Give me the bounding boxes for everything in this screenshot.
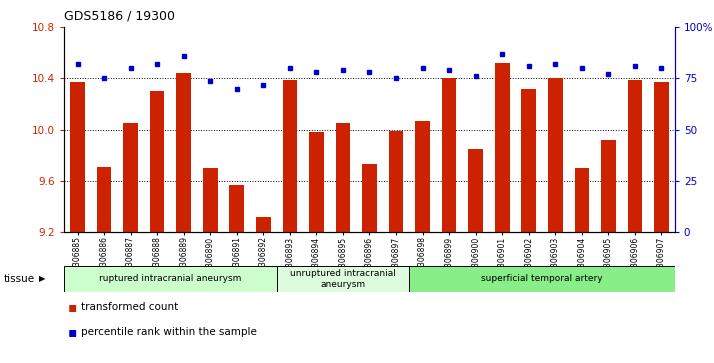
Bar [203, 168, 218, 232]
Text: GDS5186 / 19300: GDS5186 / 19300 [64, 9, 175, 22]
Bar [150, 91, 164, 232]
Bar [628, 80, 642, 232]
Text: transformed count: transformed count [81, 302, 178, 312]
Bar [124, 123, 138, 232]
Bar [283, 80, 297, 232]
Bar [97, 167, 111, 232]
Bar [70, 82, 85, 232]
Bar [468, 149, 483, 232]
Bar [575, 168, 589, 232]
Bar [276, 266, 409, 292]
Text: ruptured intracranial aneurysm: ruptured intracranial aneurysm [99, 274, 241, 283]
Bar [309, 132, 323, 232]
Bar [416, 121, 430, 232]
Bar [336, 123, 351, 232]
Bar [601, 140, 615, 232]
Bar [388, 131, 403, 232]
Bar [495, 63, 510, 232]
Text: ▪: ▪ [68, 300, 77, 314]
Text: percentile rank within the sample: percentile rank within the sample [81, 327, 256, 337]
Text: ▪: ▪ [68, 325, 77, 339]
Text: ▶: ▶ [39, 274, 45, 283]
Text: unruptured intracranial
aneurysm: unruptured intracranial aneurysm [290, 269, 396, 289]
Bar [256, 217, 271, 232]
Text: superficial temporal artery: superficial temporal artery [481, 274, 603, 283]
Bar [548, 78, 563, 232]
Bar [442, 78, 456, 232]
Text: tissue: tissue [4, 274, 35, 284]
Bar [64, 266, 276, 292]
Bar [229, 185, 244, 232]
Bar [654, 82, 669, 232]
Bar [521, 89, 536, 232]
Bar [362, 164, 377, 232]
Bar [176, 73, 191, 232]
Bar [409, 266, 675, 292]
